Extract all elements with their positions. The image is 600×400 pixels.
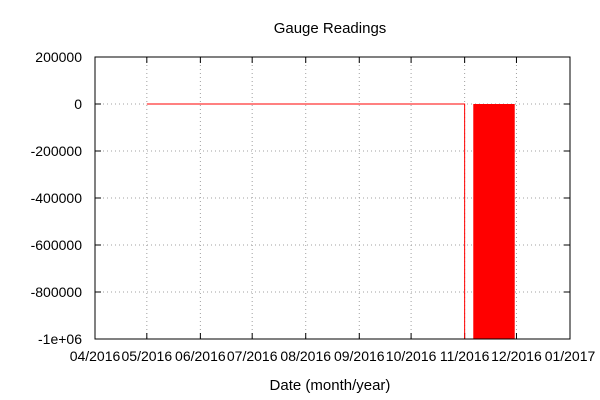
x-tick-label: 07/2016 [227,348,278,364]
y-tick-label: 200000 [35,49,82,65]
y-tick-label: -1e+06 [38,331,82,347]
plot-frame [94,56,571,340]
y-tick-label: 0 [74,96,82,112]
y-tick-label: -800000 [31,284,83,300]
x-tick-labels: 04/2016 05/2016 06/2016 07/2016 08/2016 09/20… [70,348,596,364]
x-tick-label: 11/2016 [440,348,490,364]
series-bar [473,104,515,339]
y-tick-label: -200000 [31,143,83,159]
x-tick-label: 09/2016 [334,348,385,364]
y-tick-labels: 200000 0 -200000 -400000 -600000 -800000 -1e+0… [31,49,83,347]
x-tick-label: 01/2017 [545,348,596,364]
y-tick-label: -600000 [31,237,83,253]
series-line [146,103,466,339]
x-tick-label: 04/2016 [70,348,121,364]
x-axis-label: Date (month/year) [270,377,391,394]
x-tick-label: 05/2016 [122,348,173,364]
series-marks [146,103,515,339]
x-tick-label: 12/2016 [491,348,542,364]
y-tick-label: -400000 [31,190,83,206]
grid [94,56,571,340]
x-tick-label: 08/2016 [280,348,331,364]
x-tick-label: 06/2016 [175,348,226,364]
x-tick-label: 10/2016 [386,348,437,364]
chart-title: Gauge Readings [274,20,387,37]
